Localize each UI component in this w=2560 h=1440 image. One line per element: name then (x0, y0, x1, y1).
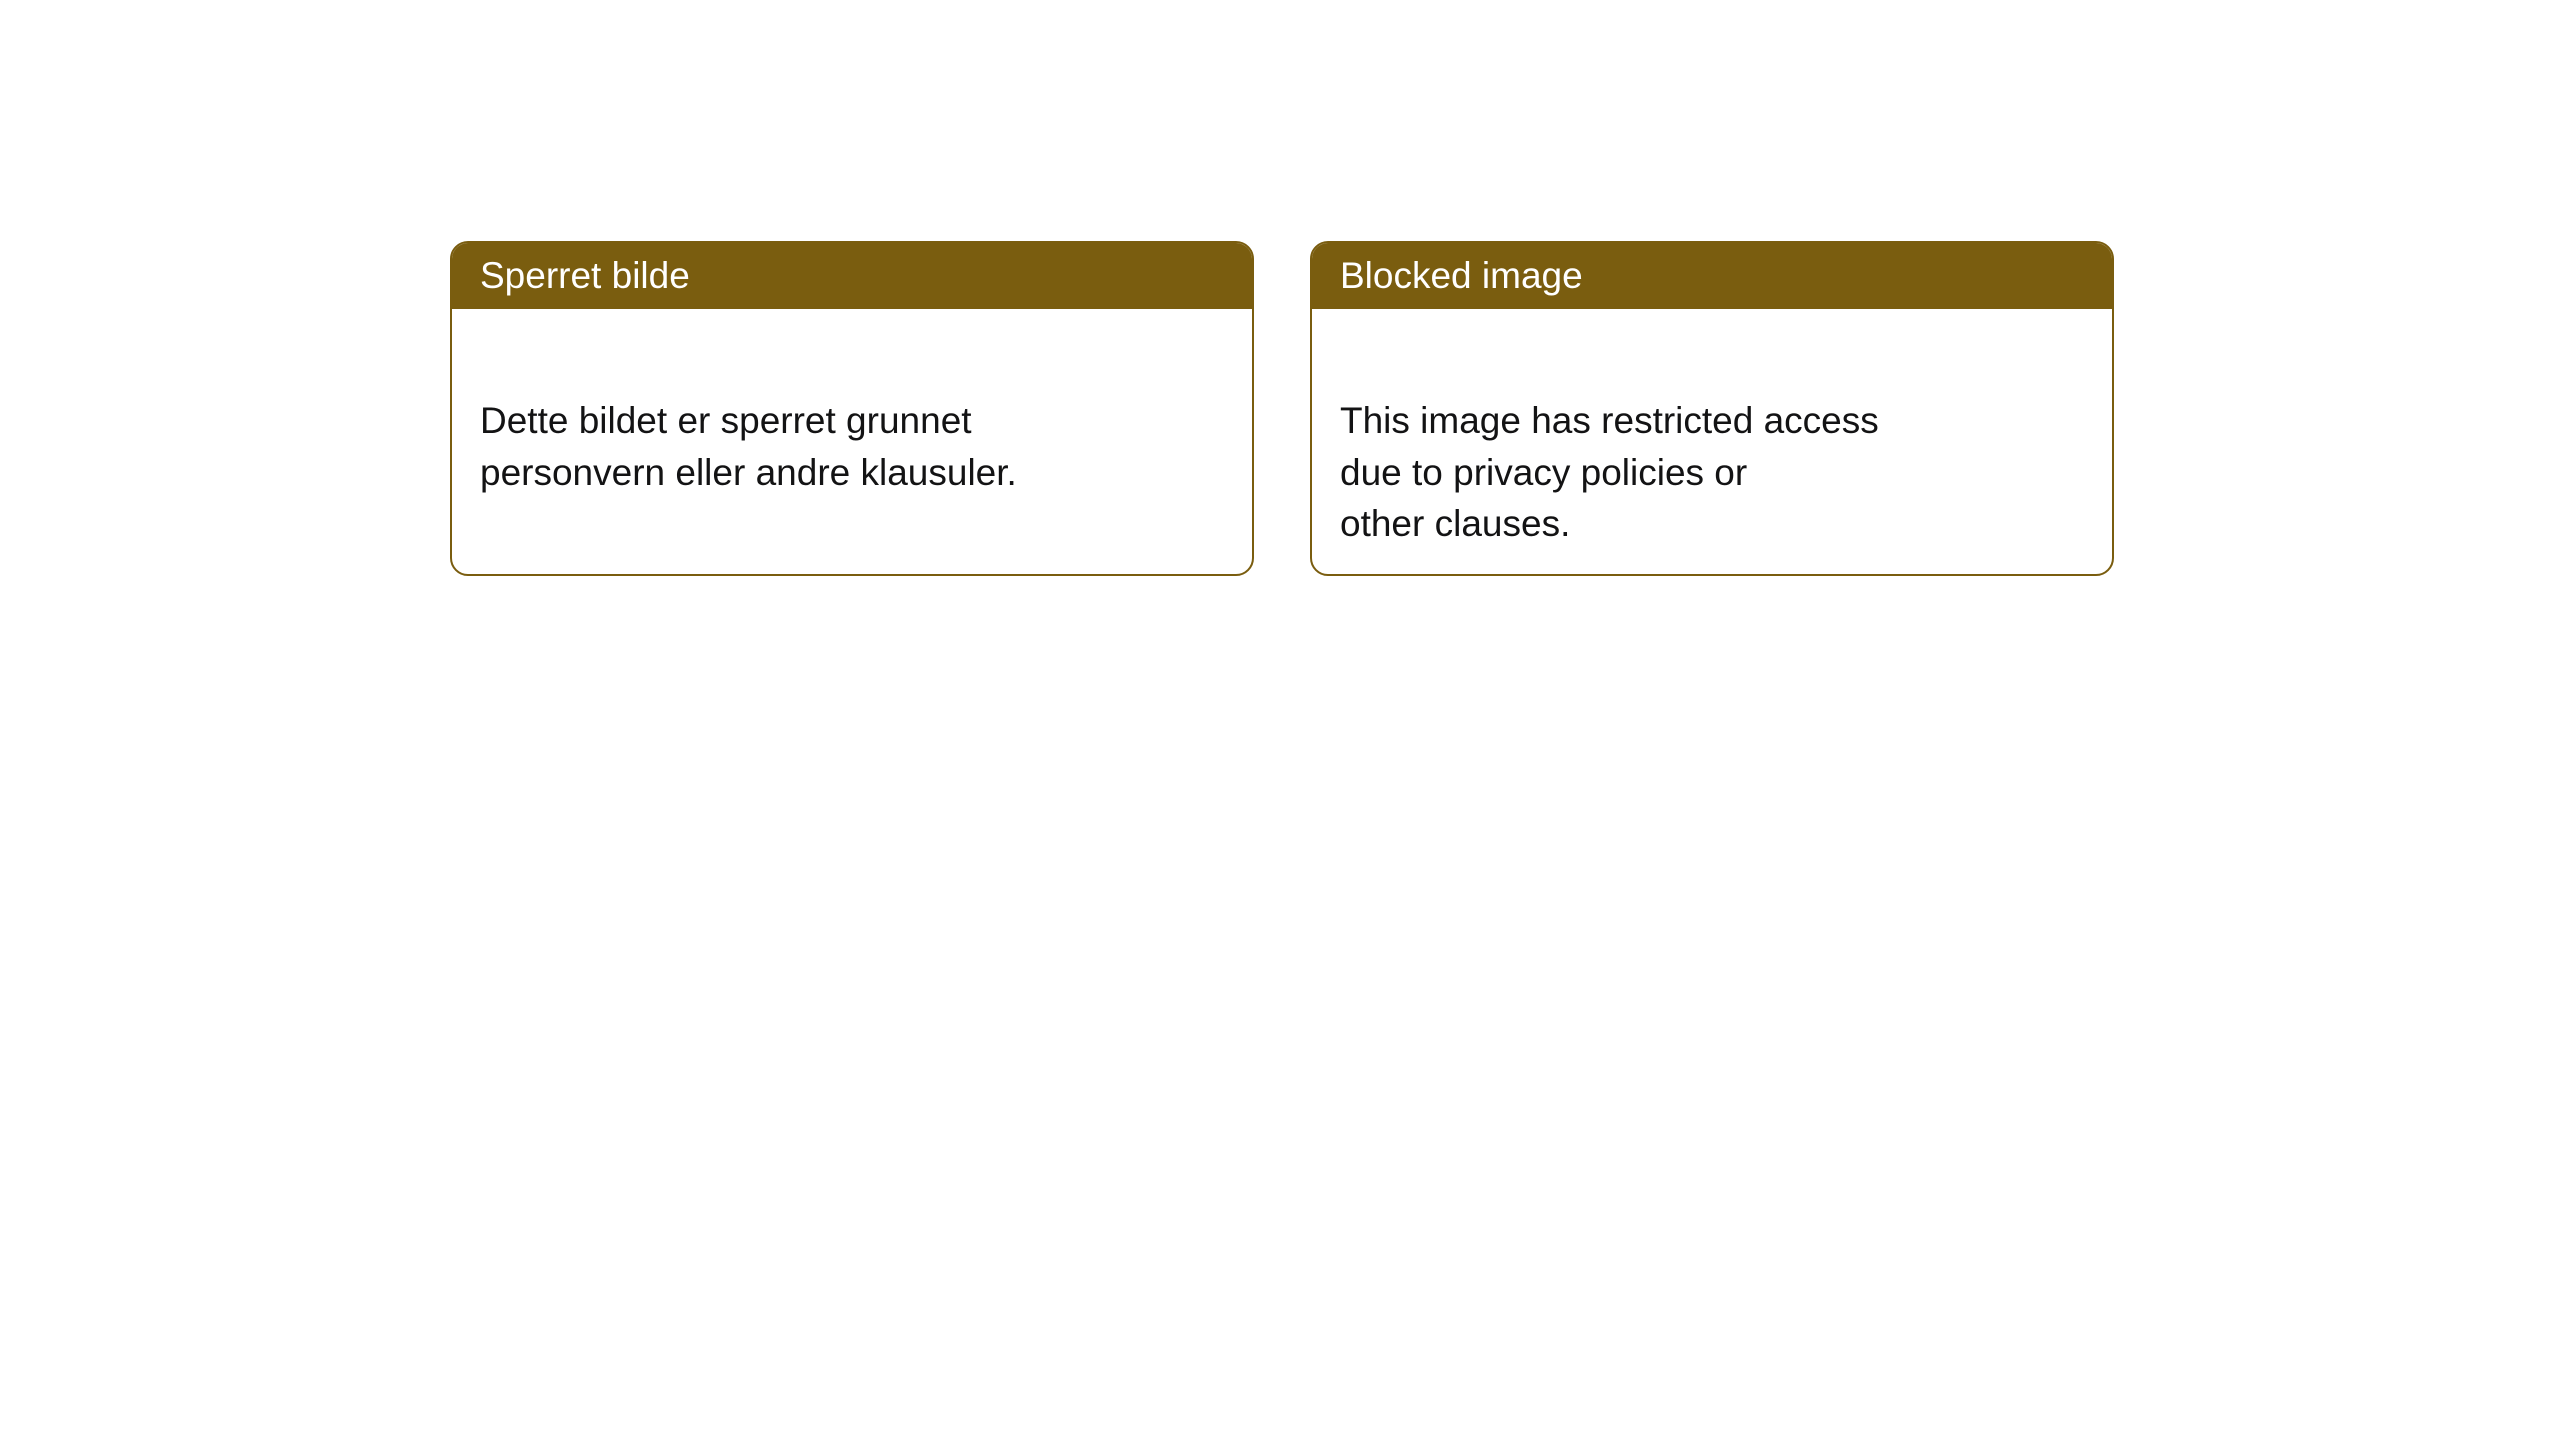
card-header: Blocked image (1312, 243, 2112, 309)
card-body-text: This image has restricted access due to … (1340, 400, 1879, 545)
card-body: This image has restricted access due to … (1312, 309, 2112, 576)
card-title: Blocked image (1340, 255, 1583, 296)
card-body: Dette bildet er sperret grunnet personve… (452, 309, 1252, 532)
blocked-image-card-en: Blocked image This image has restricted … (1310, 241, 2114, 576)
cards-container: Sperret bilde Dette bildet er sperret gr… (0, 0, 2560, 576)
card-header: Sperret bilde (452, 243, 1252, 309)
card-body-text: Dette bildet er sperret grunnet personve… (480, 400, 1017, 493)
card-title: Sperret bilde (480, 255, 690, 296)
blocked-image-card-no: Sperret bilde Dette bildet er sperret gr… (450, 241, 1254, 576)
